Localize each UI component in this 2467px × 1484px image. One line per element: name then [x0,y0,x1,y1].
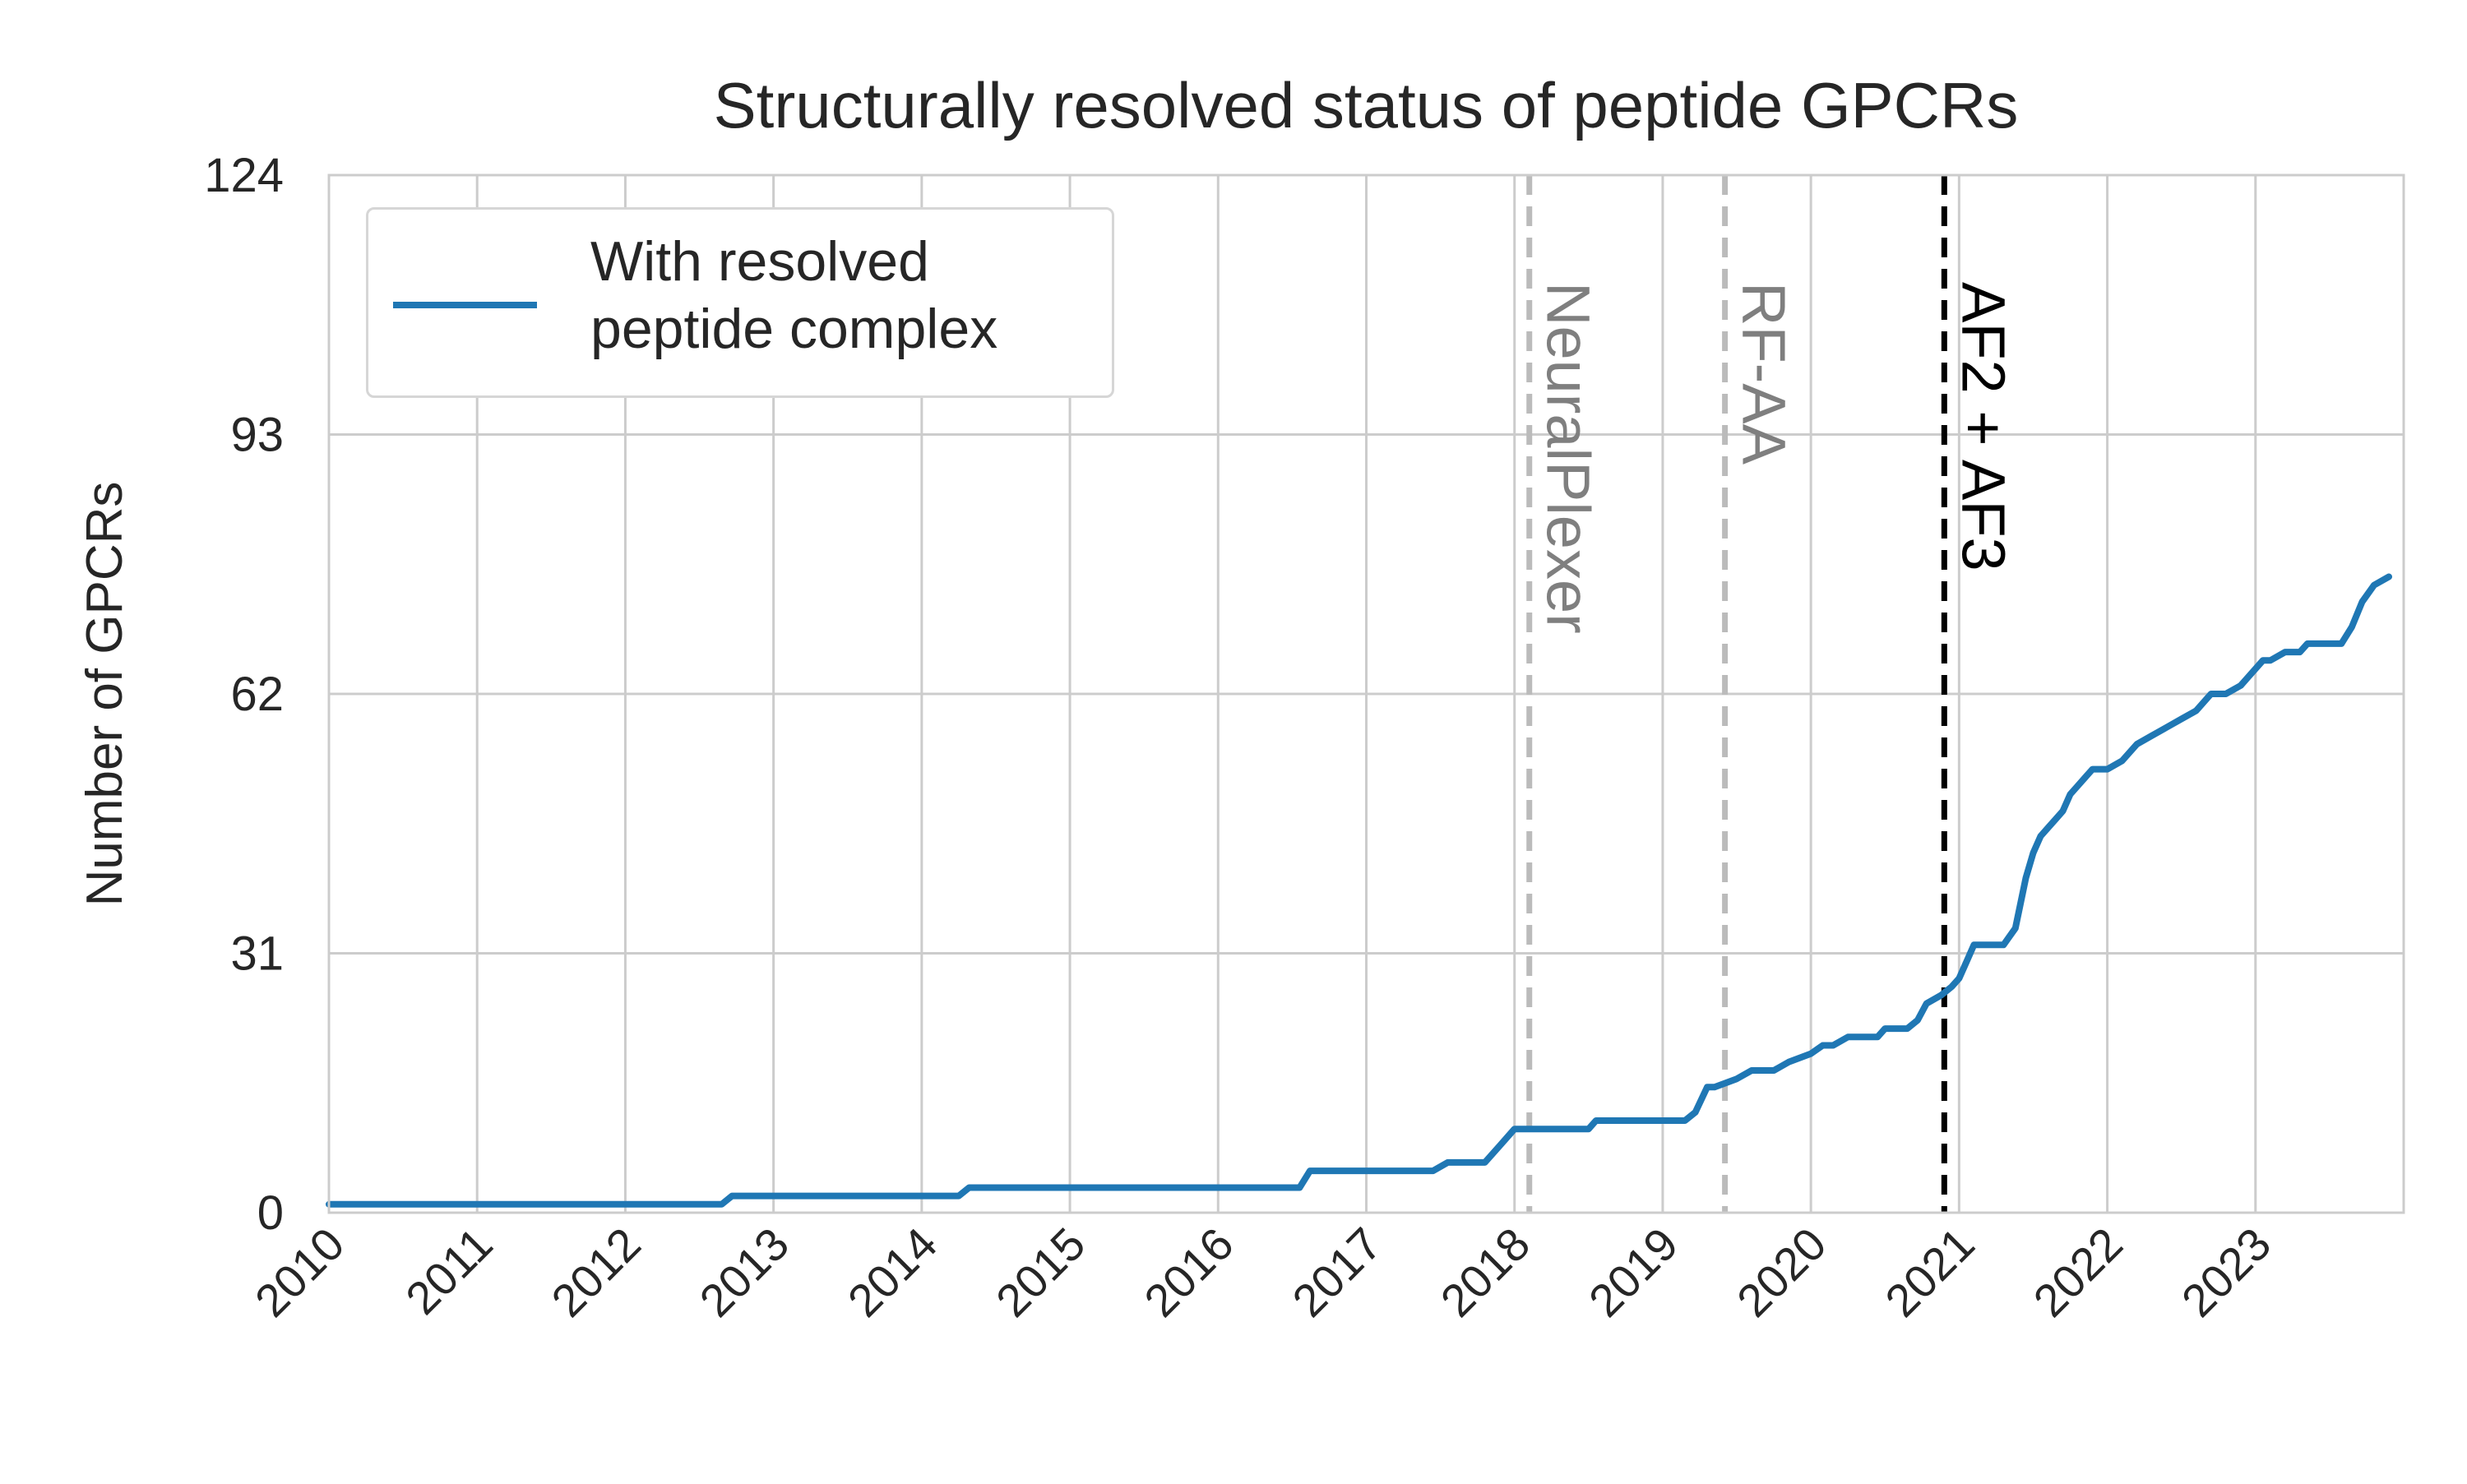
plot-frame [327,173,2405,1214]
event-lines [1526,175,1947,1213]
y-tick-label: 93 [230,409,284,462]
x-tick-label: 2016 [1134,1218,1243,1327]
legend: With resolved peptide complex [366,207,1114,398]
y-tick-label: 124 [204,149,284,202]
x-tick-label: 2023 [2172,1218,2281,1327]
x-tick-label: 2018 [1431,1218,1540,1327]
y-tick-label: 0 [257,1186,284,1240]
x-tick-label: 2020 [1727,1218,1836,1327]
series-lines [326,573,2392,1208]
event-label: AF2 + AF3 [1949,282,2017,571]
y-axis-label: Number of GPCRs [76,482,133,907]
y-tick-label: 31 [230,927,284,981]
x-tick-label: 2017 [1282,1218,1391,1327]
chart-title: Structurally resolved status of peptide … [714,69,2019,141]
x-tick-label: 2019 [1579,1218,1688,1327]
x-tick-label: 2012 [541,1218,650,1327]
x-tick-label: 2022 [2023,1218,2132,1327]
event-labels: NeuralPlexer RF-AA AF2 + AF3 [1534,282,2018,634]
x-tick-label: 2011 [396,1218,502,1325]
event-label: RF-AA [1730,282,1798,465]
event-label: NeuralPlexer [1534,282,1603,634]
x-tick-label: 2015 [986,1218,1095,1327]
legend-label: With resolved peptide complex [590,230,998,360]
x-tick-label: 2021 [1875,1218,1984,1327]
x-tick-label: 2013 [689,1218,798,1327]
x-tick-label: 2014 [838,1218,947,1327]
series-line [326,573,2392,1208]
legend-swatch [393,302,537,308]
y-tick-label: 62 [230,668,284,721]
